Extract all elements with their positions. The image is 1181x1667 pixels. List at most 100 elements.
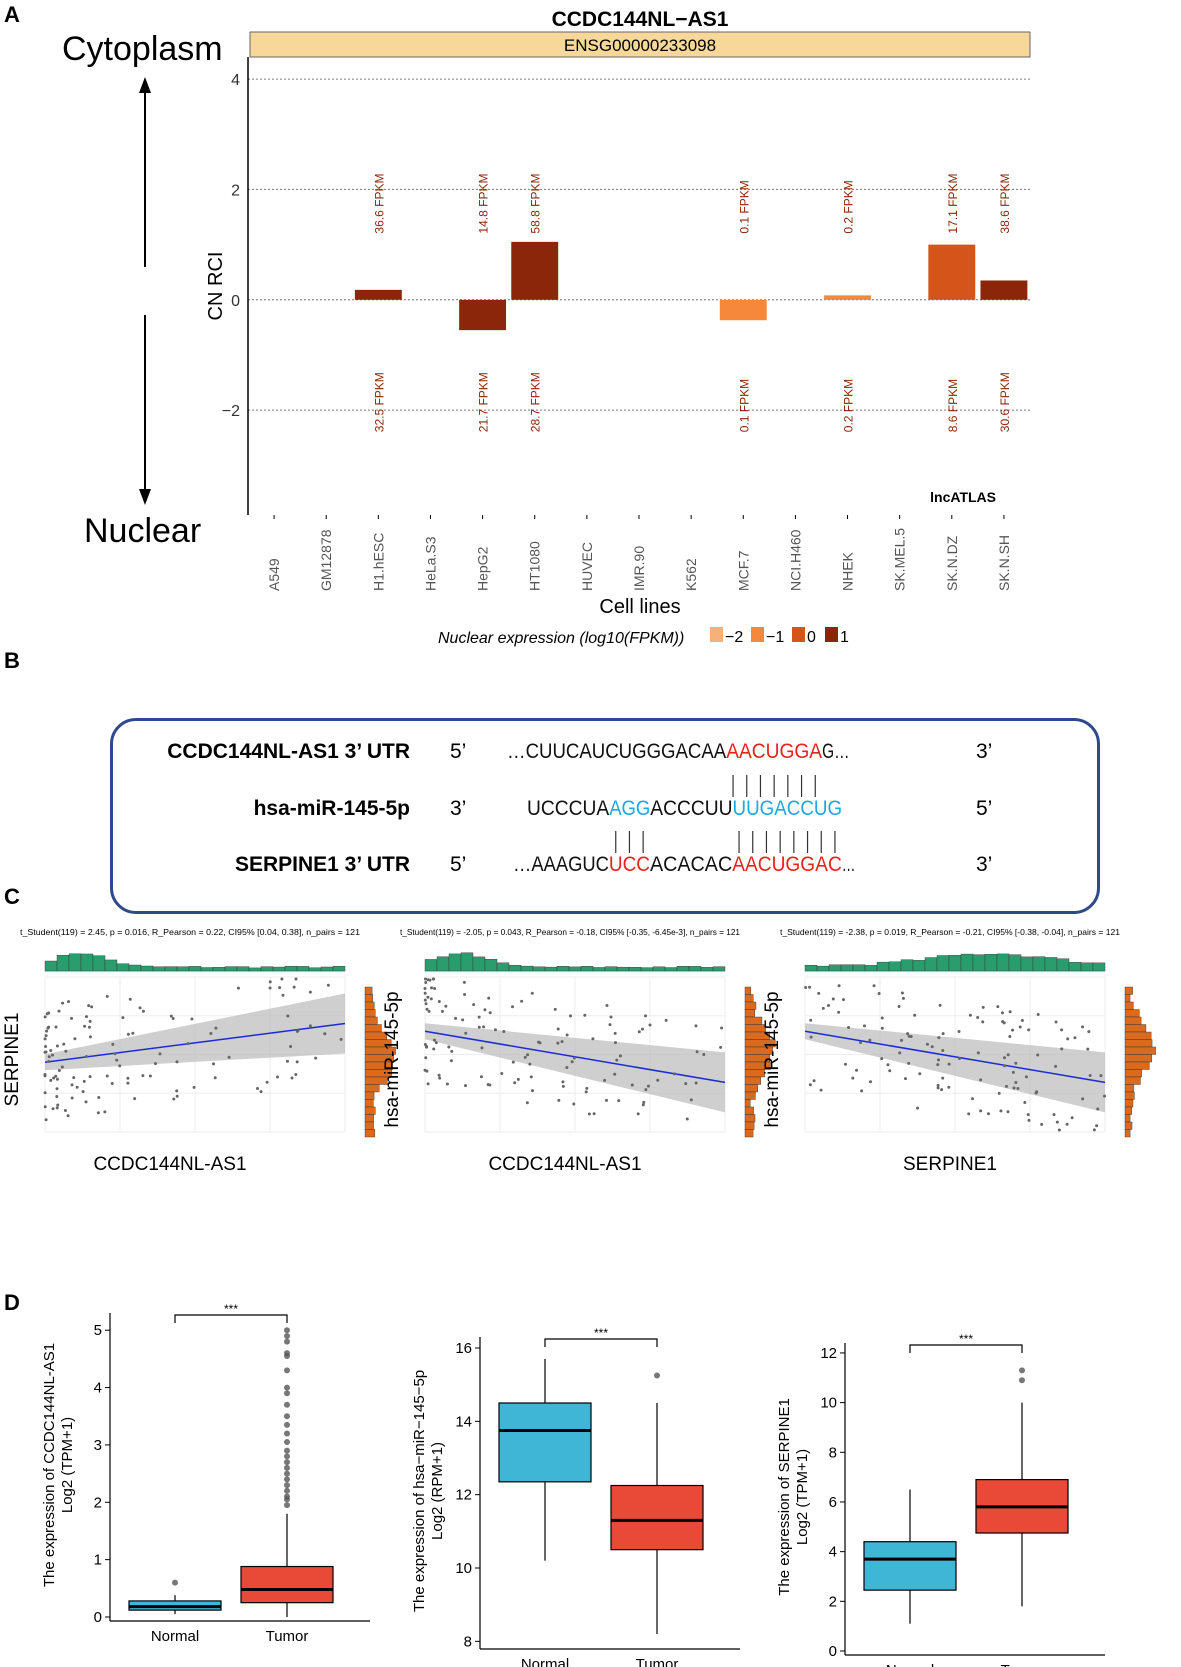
scatter-point — [141, 1074, 145, 1078]
scatter-point — [55, 1077, 59, 1081]
top-histogram-bar — [508, 965, 522, 972]
sequence-alignment-box — [110, 718, 1100, 914]
scatter-point — [463, 992, 467, 996]
side-histogram-bar — [1124, 1114, 1131, 1123]
top-histogram-bar — [1020, 956, 1034, 972]
nuc-fpkm-label: 0.2 FPKM — [842, 379, 856, 432]
lncatlas-watermark: lncATLAS — [930, 489, 996, 505]
scatter-point — [175, 1089, 179, 1093]
x-tick-label: HepG2 — [475, 546, 491, 591]
scatter-point — [432, 1038, 436, 1042]
scatter-point — [431, 977, 435, 981]
sequence-name: CCDC144NL-AS1 3’ UTR — [167, 740, 410, 763]
scatter-point — [664, 1018, 668, 1022]
scatter-point — [841, 998, 845, 1002]
sequence-end-left: 5’ — [450, 853, 466, 876]
scatter-point — [131, 1031, 135, 1035]
scatter-plot-2: t_Student(119) = -2.05, p = 0.043, R_Pea… — [382, 927, 776, 1175]
top-histogram-bar — [1092, 962, 1106, 972]
panel-letter-d: D — [4, 1290, 20, 1315]
scatter-point — [488, 1011, 492, 1015]
scatter-point — [90, 1005, 94, 1009]
boxplot-ylabel-line2: Log2 (TPM+1) — [59, 1417, 76, 1513]
sequence-name: SERPINE1 3’ UTR — [235, 853, 410, 876]
scatter-point — [121, 1016, 125, 1020]
scatter-point — [648, 1023, 652, 1027]
scatter-point — [941, 1076, 945, 1080]
side-histogram-bar — [364, 1091, 375, 1100]
scatter-point — [1004, 1084, 1008, 1088]
scatter-point — [275, 1075, 279, 1079]
scatter-point — [285, 1059, 289, 1063]
scatter-point — [1018, 1025, 1022, 1029]
scatter-point — [1002, 1064, 1006, 1068]
scatter-point — [719, 1045, 723, 1049]
sequence-alignment: CCDC144NL-AS1 3’ UTR 5’ 3’ …CUUCAUCUGGGACAA… — [167, 740, 992, 876]
scatter-point — [427, 1009, 431, 1013]
y-tick-label: 0 — [231, 293, 240, 310]
side-histogram-bar — [1124, 1009, 1140, 1018]
scatter-point — [236, 986, 240, 990]
scatter-point — [126, 1032, 130, 1036]
scatter-point — [43, 1037, 47, 1041]
scatter-point — [636, 1112, 640, 1116]
scatter-point — [450, 1049, 454, 1053]
outlier-point — [284, 1367, 290, 1374]
outlier-point — [654, 1372, 660, 1379]
scatter-point — [819, 1088, 823, 1092]
cyto-fpkm-label: 58.8 FPKM — [529, 174, 543, 234]
scatter-point — [967, 1112, 971, 1116]
scatter-point — [461, 1018, 465, 1022]
scatter-point — [438, 1076, 442, 1080]
scatter-point — [603, 1078, 607, 1082]
top-histogram-bar — [44, 960, 58, 972]
top-histogram-bar — [568, 966, 582, 972]
side-histogram-bar — [364, 994, 374, 1003]
scatter-point — [1057, 1128, 1061, 1132]
scatter-xlabel: SERPINE1 — [903, 1154, 997, 1175]
bar — [511, 241, 559, 300]
boxplot-ylabel-line2: Log2 (TPM+1) — [794, 1449, 811, 1545]
top-histogram-bar — [544, 966, 558, 972]
scatter-point — [971, 1097, 975, 1101]
scatter-point — [88, 1075, 92, 1079]
side-histogram-bar — [744, 1076, 761, 1085]
scatter-point — [981, 1020, 985, 1024]
nuc-fpkm-label: 28.7 FPKM — [529, 372, 543, 432]
scatter-point — [83, 1024, 87, 1028]
scatter-point — [1102, 1094, 1106, 1098]
scatter-point — [186, 1042, 190, 1046]
scatter-point — [434, 1041, 438, 1045]
scatter-point — [339, 1037, 343, 1041]
top-histogram-bar — [236, 966, 250, 972]
scatter-point — [294, 977, 298, 981]
scatter-point — [615, 1058, 619, 1062]
boxplot-y-tick-label: 16 — [455, 1340, 472, 1357]
boxplot-ylabel-line1: The expression of hsa−miR−145−5p — [411, 1370, 428, 1612]
scatter-point — [583, 1013, 587, 1017]
scatter-point — [809, 1018, 813, 1022]
scatter-point — [154, 1062, 158, 1066]
scatter-point — [812, 1079, 816, 1083]
scatter-point — [869, 1080, 873, 1084]
scatter-point — [423, 991, 427, 995]
side-histogram-bar — [1124, 1039, 1153, 1048]
top-histogram-bar — [532, 966, 546, 972]
top-histogram-bar — [828, 964, 842, 972]
scatter-point — [47, 1059, 51, 1063]
scatter-point — [644, 1088, 648, 1092]
confidence-band — [45, 993, 345, 1071]
top-histogram-bar — [448, 953, 462, 972]
scatter-point — [837, 1010, 841, 1014]
scatter-point — [96, 1111, 100, 1115]
scatter-ylabel: SERPINE1 — [2, 1013, 23, 1107]
scatter-point — [880, 1026, 884, 1030]
scatter-point — [1011, 1028, 1015, 1032]
outlier-point — [284, 1459, 290, 1466]
top-histogram-bar — [248, 967, 262, 972]
outlier-point — [284, 1390, 290, 1397]
scatter-point — [209, 1031, 213, 1035]
scatter-point — [996, 1005, 1000, 1009]
sequence-segment: …CUUCAUCUGGGACAA — [507, 740, 726, 763]
